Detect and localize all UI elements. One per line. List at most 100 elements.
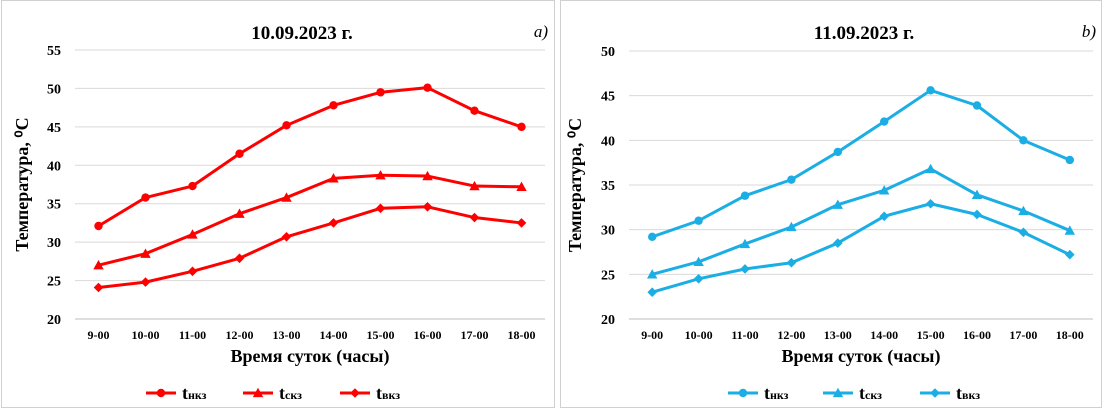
y-tick-label-b: 45 — [601, 90, 615, 105]
panel-label-b: b) — [1082, 22, 1097, 41]
legend-label-main: t — [859, 383, 865, 403]
data-point-circle-a — [517, 122, 526, 132]
data-point-circle-a — [423, 83, 432, 92]
y-tick-label-b: 35 — [601, 179, 615, 194]
data-point-diamond-b — [740, 264, 750, 274]
x-tick-label-b: 15-00 — [917, 328, 945, 342]
data-point-diamond-a — [516, 218, 527, 228]
legend-label-main: t — [956, 383, 962, 403]
data-point-circle-a — [235, 149, 244, 158]
legend-marker — [350, 388, 360, 398]
series-line-triangle-b — [651, 167, 1071, 276]
legend-label-main: t — [279, 383, 285, 403]
data-point-triangle-b — [971, 189, 983, 199]
x-tick-label-a: 15-00 — [367, 328, 395, 342]
y-tick-label-b: 20 — [601, 313, 615, 328]
legend-item-circle-a: tнкз — [146, 383, 207, 403]
data-point-circle-b — [1019, 136, 1028, 145]
x-tick-label-b: 12-00 — [777, 328, 805, 342]
data-point-circle-a — [470, 106, 479, 115]
data-point-circle-b — [833, 147, 842, 157]
data-point-triangle-b — [1064, 225, 1075, 235]
data-point-diamond-b — [786, 257, 797, 268]
data-point-diamond-b — [1065, 249, 1075, 260]
legend-label-main: t — [764, 383, 770, 403]
data-point-circle-a — [282, 121, 291, 130]
legend-label-sub: вкз — [962, 388, 980, 402]
x-tick-label-b: 18-00 — [1056, 328, 1084, 342]
data-point-circle-b — [926, 86, 935, 95]
data-point-circle-a — [329, 101, 338, 110]
x-tick-label-a: 17-00 — [461, 328, 489, 342]
data-point-diamond-a — [469, 212, 480, 223]
legend-item-triangle-a: tскз — [243, 383, 302, 403]
x-tick-label-b: 13-00 — [824, 328, 852, 342]
chart-svg-b: 11.09.2023 г. b) 20 25 30 35 40 45 50 9-00 10-00 11… — [565, 22, 1097, 403]
data-point-circle-b — [972, 101, 982, 110]
x-tick-label-b: 16-00 — [963, 328, 991, 342]
legend-label-main: t — [182, 383, 188, 403]
data-point-circle-a — [94, 221, 103, 231]
x-tick-label-b: 11-00 — [731, 328, 758, 342]
data-point-triangle-b — [693, 256, 704, 266]
legend-label-sub: скз — [865, 388, 882, 402]
data-point-triangle-a — [328, 173, 339, 183]
data-point-triangle-b — [647, 269, 658, 279]
data-point-triangle-a — [93, 260, 104, 270]
x-tick-label-a: 12-00 — [226, 328, 254, 342]
data-point-circle-b — [648, 232, 657, 242]
data-point-circle-b — [787, 175, 796, 184]
legend-marker — [832, 387, 844, 398]
chart-title-a: 10.09.2023 г. — [251, 23, 353, 44]
legend-item-triangle-b: tскз — [823, 383, 882, 403]
chart-title-b: 11.09.2023 г. — [814, 23, 914, 44]
x-tick-label-a: 18-00 — [508, 328, 536, 342]
legend-item-circle-b: tнкз — [728, 383, 789, 403]
y-tick-label-a: 20 — [47, 313, 61, 328]
series-triangle-b — [647, 163, 1075, 279]
data-point-triangle-a — [469, 180, 480, 191]
legend-label-sub: скз — [285, 388, 302, 402]
legend-marker — [252, 387, 264, 398]
series-line-diamond-a — [98, 205, 522, 289]
data-point-triangle-b — [925, 163, 936, 174]
x-tick-label-a: 16-00 — [414, 328, 442, 342]
series-line-circle-a — [97, 86, 522, 228]
data-point-diamond-b — [1018, 227, 1029, 238]
data-point-circle-b — [694, 216, 703, 225]
y-tick-label-b: 50 — [601, 45, 615, 60]
legend-item-diamond-a: tвкз — [340, 383, 400, 403]
data-point-triangle-a — [234, 208, 245, 218]
data-point-triangle-a — [140, 248, 151, 258]
data-point-diamond-a — [93, 282, 104, 293]
y-tick-label-a: 55 — [47, 44, 61, 59]
series-line-diamond-b — [651, 202, 1071, 294]
y-tick-label-b: 40 — [601, 134, 615, 149]
data-point-diamond-a — [140, 277, 151, 287]
data-point-diamond-a — [187, 266, 198, 277]
data-point-circle-a — [141, 193, 150, 202]
x-tick-label-a: 10-00 — [132, 328, 160, 342]
y-tick-label-a: 40 — [47, 159, 61, 174]
legend-marker — [738, 388, 748, 398]
x-tick-label-b: 9-00 — [641, 328, 663, 342]
x-tick-label-b: 14-00 — [870, 328, 898, 342]
data-point-circle-a — [376, 88, 385, 97]
data-point-circle-b — [880, 117, 889, 126]
x-tick-label-a: 9-00 — [88, 328, 110, 342]
series-circle-a — [94, 83, 526, 231]
data-point-triangle-a — [187, 229, 198, 239]
series-diamond-b — [647, 198, 1075, 297]
legend-label: tвкз — [376, 383, 400, 403]
data-point-triangle-b — [832, 199, 843, 209]
panel-label-a: a) — [534, 22, 549, 41]
data-point-triangle-b — [1018, 205, 1029, 216]
data-point-circle-b — [740, 191, 750, 200]
legend-label-sub: нкз — [188, 388, 207, 402]
y-tick-label-b: 25 — [601, 268, 615, 283]
legend-label-sub: нкз — [770, 388, 789, 402]
data-point-triangle-b — [739, 238, 751, 249]
chart-panel-a: 10.09.2023 г. a) 20 25 30 35 40 45 50 55 9-00 10-00… — [1, 0, 555, 408]
legend-marker — [156, 388, 166, 398]
data-point-diamond-b — [693, 274, 704, 284]
